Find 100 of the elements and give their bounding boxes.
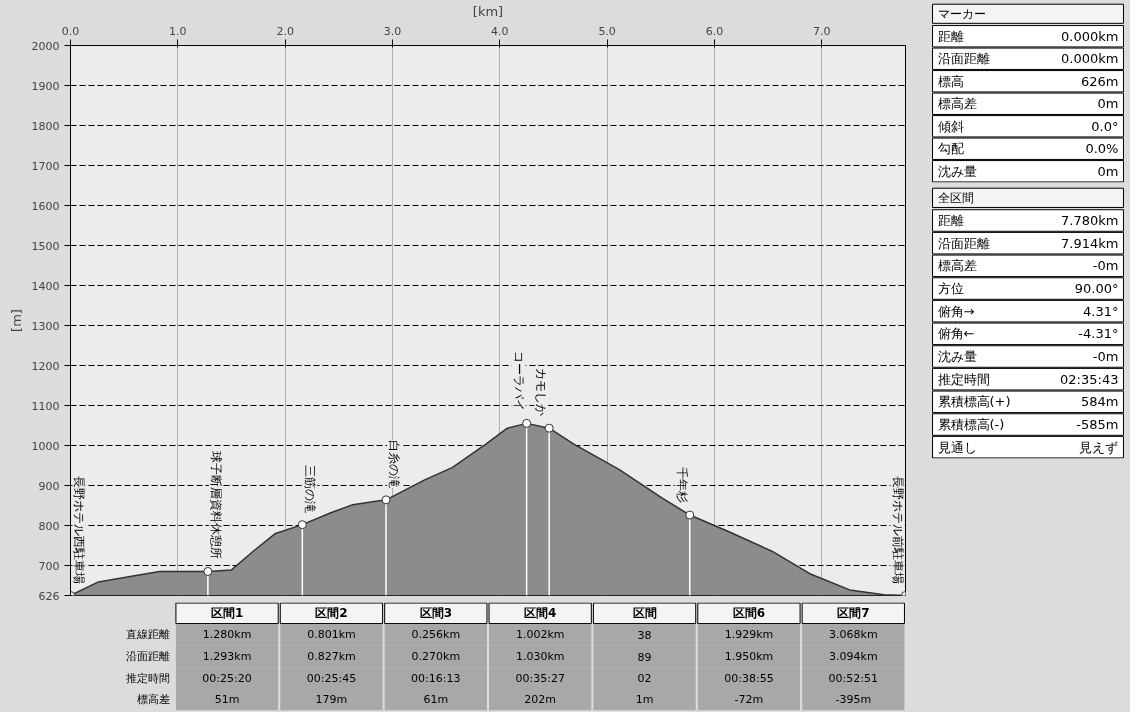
text: 0m [1097, 96, 1119, 112]
annotation: カモしか [534, 368, 549, 417]
annotation: 三筋の滝 [303, 464, 318, 513]
x-tick-label: 7.0 [813, 24, 831, 38]
text: 0.000km [1061, 51, 1119, 67]
category-label: 傾斜 [937, 118, 964, 134]
y-tick-label: 1200 [31, 359, 60, 373]
text: 1.030km [515, 650, 565, 663]
category-label: 俯角→ [937, 303, 975, 319]
text: 202m [524, 693, 557, 707]
annotation: 長野ホテル前駐車場 [890, 475, 905, 584]
text: 0.801km [307, 628, 356, 642]
category-label: 標高差 [136, 693, 170, 707]
category-label: 推定時間 [125, 671, 170, 685]
y-tick-label: 1500 [31, 239, 60, 253]
text: 0.000km [1061, 28, 1119, 44]
text: 1.002km [515, 628, 565, 642]
category-label: 見通し [937, 439, 977, 455]
x-tick-label: 4.0 [491, 24, 509, 38]
text: 00:52:51 [828, 671, 879, 685]
y-tick-label: 1800 [31, 119, 60, 133]
y-tick-label: 800 [38, 519, 60, 533]
category-label: 俯角← [937, 326, 975, 342]
text: 3.094km [829, 650, 878, 663]
text: 見えず [1079, 439, 1119, 455]
category-label: 沿面距離 [937, 235, 990, 251]
text: 1.950km [724, 650, 774, 663]
text: 4.31° [1083, 303, 1119, 319]
y-tick-label: 1300 [31, 319, 60, 333]
category-label: 沈み量 [937, 349, 977, 364]
y-tick-label: 2000 [31, 39, 60, 53]
annotation: 球子断層資料休憩所 [208, 451, 223, 560]
text: 1m [635, 693, 654, 707]
x-tick-label: 1.0 [169, 24, 187, 38]
text: 0.0° [1091, 118, 1119, 134]
text: 7.914km [1061, 235, 1119, 251]
y-tick-label: 1600 [31, 199, 60, 213]
y-tick-label: 1000 [31, 439, 60, 453]
text: 0.827km [307, 650, 356, 663]
text: -4.31° [1078, 326, 1119, 342]
text: 0.270km [411, 650, 461, 663]
text: 00:38:55 [724, 671, 774, 685]
text: 61m [423, 693, 449, 707]
category-label: 標高差 [937, 258, 977, 274]
text: 179m [315, 693, 348, 707]
y-tick-label: 626 [38, 589, 60, 603]
category-label: 直線距離 [125, 628, 170, 642]
text: 7.780km [1061, 213, 1119, 228]
text: 38 [637, 628, 652, 642]
category-label: 累積標高(+) [937, 394, 1011, 410]
category-label: 勾配 [937, 141, 964, 157]
category-label: 標高 [937, 73, 964, 89]
category-label: 沈み量 [937, 163, 977, 179]
text: 89 [637, 650, 652, 664]
category-label: 沿面距離 [937, 51, 990, 67]
category-label: 沿面距離 [125, 650, 170, 663]
y-tick-label: 1900 [31, 79, 60, 93]
text: 1.293km [202, 650, 252, 663]
category-label: 累積標高(-) [937, 417, 1005, 432]
category-label: 区間2 [315, 606, 348, 621]
x-axis-title: [km] [472, 3, 504, 19]
text: 00:25:45 [306, 671, 357, 685]
annotation: 千年杉 [674, 467, 689, 504]
category-label: 区間3 [419, 606, 452, 621]
y-tick-label: 700 [38, 559, 60, 573]
text: 00:16:13 [411, 671, 461, 685]
annotation: 長野ホテル西駐車場 [71, 475, 86, 584]
text: 1.929km [724, 628, 774, 642]
category-label: 方位 [937, 281, 964, 296]
text: 1.280km [202, 628, 252, 642]
y-tick-label: 900 [38, 479, 60, 493]
category-label: 距離 [937, 213, 964, 228]
text: -0m [1092, 258, 1119, 274]
annotation: コーラパイ [511, 351, 526, 412]
annotation: 白糸の滝 [387, 439, 402, 488]
category-label: 距離 [937, 28, 964, 44]
text: 584m [1080, 394, 1119, 410]
y-axis-title: [m] [8, 309, 24, 332]
y-tick-label: 1400 [31, 279, 60, 293]
y-tick-label: 1100 [31, 399, 60, 413]
text: 3.068km [829, 628, 878, 642]
y-tick-label: 1700 [31, 159, 60, 173]
x-tick-label: 2.0 [276, 24, 294, 38]
text: 0.0% [1085, 141, 1119, 157]
text: -72m [734, 693, 764, 707]
category-label: 区間1 [210, 606, 244, 621]
text: 626m [1080, 73, 1119, 89]
text: 0.256km [411, 628, 461, 642]
text: -585m [1076, 417, 1119, 432]
x-tick-label: 3.0 [383, 24, 402, 38]
x-tick-label: 6.0 [705, 24, 724, 38]
text: 00:25:20 [202, 671, 252, 685]
text: 0m [1097, 163, 1119, 179]
text: 00:35:27 [515, 671, 565, 685]
text: マーカー [937, 6, 986, 21]
category-label: 区間4 [524, 606, 557, 621]
category-label: 標高差 [937, 96, 977, 112]
x-tick-label: 5.0 [598, 24, 616, 38]
x-tick-label: 0.0 [61, 24, 80, 38]
category-label: 区間 [632, 606, 657, 621]
